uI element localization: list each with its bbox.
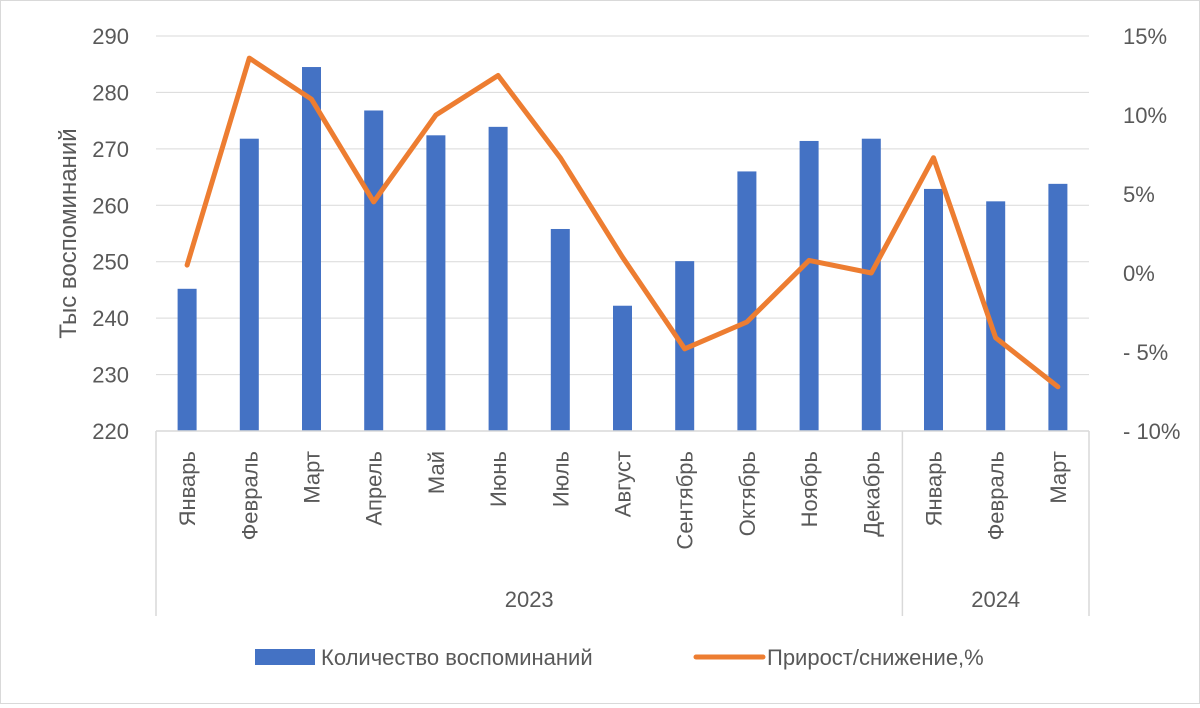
bar: [613, 306, 632, 431]
bar: [489, 127, 508, 431]
bar: [924, 189, 943, 431]
x-tick-label: Ноябрь: [797, 451, 822, 527]
bar: [178, 289, 197, 431]
bar-series: [178, 67, 1068, 431]
x-tick-label: Декабрь: [859, 451, 884, 537]
y2-tick-label: - 5%: [1123, 340, 1168, 365]
y2-tick-label: 15%: [1123, 24, 1167, 49]
group-label: 2023: [505, 587, 554, 612]
y-tick-label: 230: [92, 363, 129, 388]
x-tick-label: Март: [300, 451, 325, 504]
y-tick-label: 250: [92, 250, 129, 275]
x-tick-label: Январь: [175, 451, 200, 526]
legend-swatch-bars: [255, 649, 315, 665]
x-tick-label: Февраль: [237, 451, 262, 540]
legend-label: Количество воспоминаний: [321, 645, 593, 670]
bar: [364, 110, 383, 431]
y-tick-label: 280: [92, 80, 129, 105]
y2-tick-label: 10%: [1123, 103, 1167, 128]
y-tick-label: 270: [92, 137, 129, 162]
y2-tick-label: 0%: [1123, 261, 1155, 286]
y-tick-label: 290: [92, 24, 129, 49]
bar: [862, 139, 881, 431]
x-tick-label: Апрель: [362, 451, 387, 526]
legend-label: Прирост/снижение,%: [767, 645, 984, 670]
y-axis-title: Тыс воспоминаний: [55, 128, 82, 338]
y2-tick-label: - 10%: [1123, 419, 1180, 444]
x-tick-label: Май: [424, 451, 449, 494]
bar: [551, 229, 570, 431]
bar: [1048, 184, 1067, 431]
bar: [302, 67, 321, 431]
bar: [426, 135, 445, 431]
legend: Количество воспоминаний Прирост/снижение,…: [255, 645, 984, 670]
x-tick-label: Февраль: [984, 451, 1009, 540]
group-label: 2024: [971, 587, 1020, 612]
y-tick-label: 220: [92, 419, 129, 444]
x-tick-label: Январь: [922, 451, 947, 526]
y-tick-label: 240: [92, 306, 129, 331]
bar: [800, 141, 819, 431]
x-tick-label: Сентябрь: [673, 451, 698, 550]
y-tick-label: 260: [92, 193, 129, 218]
bar: [240, 139, 259, 431]
x-tick-label: Июнь: [486, 451, 511, 507]
x-tick-label: Август: [611, 451, 636, 517]
x-tick-label: Март: [1046, 451, 1071, 504]
y2-tick-label: 5%: [1123, 182, 1155, 207]
x-tick-label: Июль: [548, 451, 573, 507]
bar: [737, 171, 756, 431]
x-tick-label: Октябрь: [735, 451, 760, 536]
